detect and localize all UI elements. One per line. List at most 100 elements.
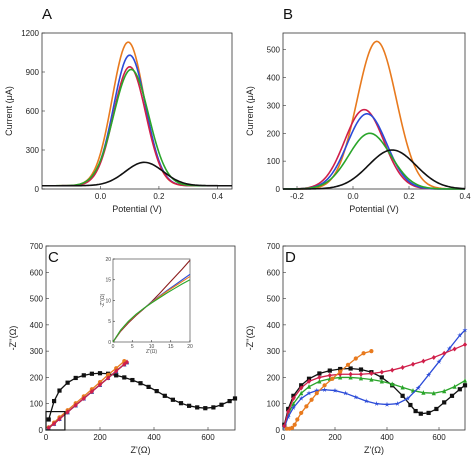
panel-c-series-0-point bbox=[138, 381, 143, 386]
panel-c-series-0-point bbox=[81, 373, 86, 378]
panel-c-x-axis-label: Z'(Ω) bbox=[131, 445, 151, 455]
panel-d-y-tick-label: 0 bbox=[276, 426, 281, 435]
panel-d-series-0-point bbox=[400, 393, 405, 398]
panel-d-series-3-point bbox=[348, 371, 353, 377]
panel-b-y-tick-label: 300 bbox=[267, 101, 281, 110]
panel-d-series-4-point bbox=[345, 362, 351, 367]
panel-c-series-0-point bbox=[65, 380, 70, 385]
panel-d-y-tick-label: 500 bbox=[267, 295, 281, 304]
panel-d-series-4-point bbox=[295, 417, 300, 422]
panel-d-series-3-point bbox=[286, 409, 291, 415]
panel-c-series-4-point bbox=[73, 402, 78, 408]
panel-d-series-2-point bbox=[374, 401, 380, 406]
panel-d-series-1-point bbox=[379, 378, 384, 384]
panel-d-series-3-point bbox=[299, 385, 304, 391]
inset-y-tick-label: 10 bbox=[105, 298, 111, 304]
panel-d-series-3-point bbox=[431, 354, 436, 360]
panel-b-chart: -0.2 0.0 0.2 0.4 0 100 200 300 400 500 Potential (… bbox=[245, 32, 471, 214]
panel-b-y-tick-label: 400 bbox=[267, 74, 281, 83]
panel-a-series-line-4 bbox=[42, 161, 232, 187]
panel-d-series-2-point bbox=[415, 385, 421, 391]
panel-d-x-tick-label: 200 bbox=[328, 433, 342, 442]
panel-c-series-0-point bbox=[146, 384, 151, 389]
panel-d-series-3-point bbox=[400, 364, 405, 370]
panel-d-series-line-0 bbox=[283, 367, 466, 425]
panel-d-series-4-point bbox=[290, 425, 295, 430]
panel-d-series-0-point bbox=[462, 383, 468, 388]
panel-d-y-tick-label: 600 bbox=[267, 268, 281, 277]
panel-c-series-4-point bbox=[81, 395, 86, 401]
inset-y-axis-label: -Z''(Ω) bbox=[100, 293, 106, 307]
panel-a-series-line-3 bbox=[42, 68, 232, 187]
panel-c-series-4-point bbox=[89, 389, 94, 395]
panel-d-series-1-point bbox=[299, 390, 304, 396]
panel-c-inset: 0 5 10 15 20 0 5 10 15 20 Z'(Ω) -Z''(Ω) bbox=[100, 257, 193, 355]
panel-b-series-line-3 bbox=[283, 132, 465, 190]
panel-d-series-2-point bbox=[332, 387, 338, 393]
panel-a-plot-frame bbox=[41, 32, 233, 190]
panel-c-series-4-point bbox=[124, 359, 130, 365]
panel-d-series-0-point bbox=[286, 406, 291, 412]
panel-d-series-0-point bbox=[457, 387, 462, 392]
panel-label-d: D bbox=[285, 249, 296, 266]
panel-d-series-2-point bbox=[306, 390, 312, 396]
panel-b-y-tick-label: 0 bbox=[276, 185, 281, 194]
panel-d-series-2-point bbox=[353, 394, 359, 400]
panel-d-series-4-point bbox=[361, 351, 366, 356]
panel-d-series-3-point bbox=[442, 350, 447, 356]
panel-c-y-tick-label: 400 bbox=[30, 321, 44, 330]
panel-b-x-axis-label: Potential (V) bbox=[349, 204, 399, 214]
inset-x-tick-label: 10 bbox=[149, 344, 155, 350]
panel-d-series-2-point bbox=[314, 387, 320, 393]
inset-x-axis-label: Z'(Ω) bbox=[146, 349, 157, 355]
panel-b-y-axis-label: Current (μA) bbox=[245, 86, 255, 136]
panel-c-y-axis-label: -Z''(Ω) bbox=[8, 326, 18, 351]
panel-c-y-tick-label: 300 bbox=[30, 347, 44, 356]
panel-c-chart: 0 200 400 6000100200300400500600700Z'(Ω)-Z'… bbox=[8, 242, 238, 455]
inset-background bbox=[113, 259, 190, 342]
panel-d-y-tick-label: 300 bbox=[267, 347, 281, 356]
panel-c-series-0-point bbox=[114, 373, 119, 378]
panel-d-series-4-point bbox=[304, 404, 309, 409]
panel-d-series-3-point bbox=[452, 346, 457, 352]
panel-d-series-1-point bbox=[369, 377, 374, 382]
panel-d-series-4-point bbox=[353, 356, 358, 361]
panel-d-series-0-point bbox=[379, 375, 384, 380]
panel-d-series-1-point bbox=[306, 384, 312, 389]
panel-d-series-2-point bbox=[426, 372, 432, 377]
panel-c-series-4-point bbox=[97, 382, 103, 388]
panel-d-series-1-point bbox=[442, 388, 447, 394]
panel-d-y-tick-label: 700 bbox=[267, 242, 281, 251]
panel-c-series-1-point bbox=[106, 372, 111, 377]
panel-d-series-2-point bbox=[394, 401, 400, 406]
panel-a-y-tick-label: 600 bbox=[26, 107, 40, 116]
panel-b-plot-frame bbox=[282, 32, 466, 190]
panel-c-series-4-point bbox=[57, 416, 62, 422]
inset-y-tick-label: 15 bbox=[105, 278, 111, 284]
panel-c-series-0-point bbox=[154, 388, 159, 394]
panel-d-series-0-point bbox=[358, 367, 364, 372]
panel-c-series-0-point bbox=[122, 375, 127, 380]
panel-c-series-line-0 bbox=[48, 372, 236, 420]
panel-c-y-tick-label: 100 bbox=[30, 400, 44, 409]
panel-d-series-1-point bbox=[317, 378, 322, 384]
panel-d-series-2-point bbox=[298, 395, 304, 401]
panel-d-series-4-point bbox=[322, 383, 327, 388]
panel-a-series-line-2 bbox=[42, 66, 232, 187]
panel-d-series-2-point bbox=[290, 404, 296, 410]
panel-a-x-tick-label: 0.4 bbox=[212, 192, 224, 201]
panel-c-series-0-point bbox=[195, 405, 200, 410]
panel-d-series-4-point bbox=[330, 376, 335, 381]
panel-b-series-line-4 bbox=[283, 149, 466, 190]
panel-c-zoom-box bbox=[45, 411, 66, 431]
panel-d-plot-frame bbox=[282, 245, 466, 431]
panel-c-series-0-point bbox=[178, 401, 184, 406]
panel-b-series-line-1 bbox=[282, 108, 465, 190]
panel-d-x-tick-label: 0 bbox=[281, 433, 286, 442]
panel-a-y-tick-label: 1200 bbox=[21, 29, 39, 38]
panel-c-series-4-point bbox=[122, 361, 127, 367]
panel-d-series-4-point bbox=[292, 422, 297, 427]
panel-c-series-0-point bbox=[219, 402, 224, 407]
panel-d-series-0-point bbox=[317, 371, 322, 376]
panel-d-series-2-point bbox=[285, 414, 291, 420]
